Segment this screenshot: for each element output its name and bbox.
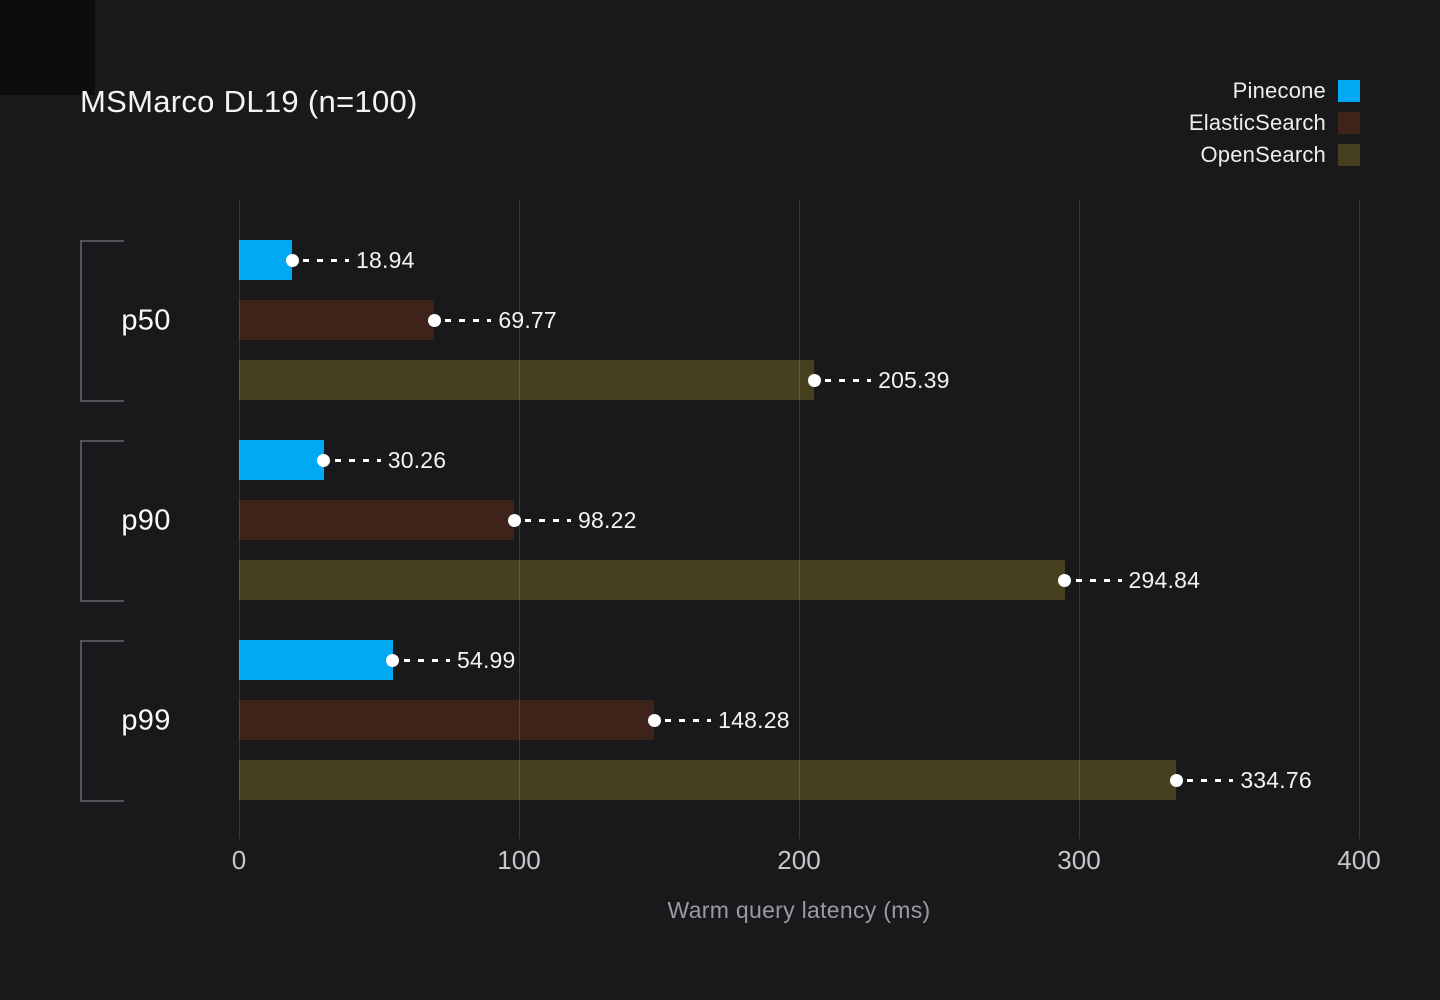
bar-end-dot — [507, 513, 521, 527]
legend-item-opensearch: OpenSearch — [1189, 144, 1360, 166]
bar-p90-opensearch — [239, 560, 1065, 600]
legend-label-pinecone: Pinecone — [1232, 78, 1326, 103]
group-bracket-p90 — [80, 440, 124, 602]
bar-value-label: 148.28 — [718, 707, 790, 733]
legend-label-opensearch: OpenSearch — [1200, 142, 1326, 167]
leader-line — [445, 318, 492, 322]
corner-square — [0, 0, 95, 95]
leader-line — [525, 518, 572, 522]
leader-line — [665, 718, 712, 722]
bar-p99-elasticsearch — [239, 700, 655, 740]
bar-end-dot — [285, 253, 299, 267]
bar-value-label: 30.26 — [387, 447, 447, 473]
legend-label-elasticsearch: ElasticSearch — [1188, 110, 1326, 135]
bar-end-dot — [807, 373, 821, 387]
bar-value-label: 18.94 — [356, 247, 415, 273]
x-tick-label-100: 100 — [497, 845, 541, 875]
leader-line — [825, 378, 872, 382]
chart-title: MSMarco DL19 (n=100) — [80, 84, 418, 119]
gridline-400 — [1358, 200, 1360, 839]
x-tick-label-300: 300 — [1057, 845, 1101, 875]
bar-p99-pinecone — [239, 640, 393, 680]
legend-swatch-elasticsearch — [1338, 112, 1360, 134]
bar-value-label: 54.99 — [456, 647, 516, 673]
bar-value-label: 294.84 — [1128, 567, 1201, 593]
leader-line — [1075, 578, 1122, 582]
bar-end-dot — [647, 713, 661, 727]
bar-value-label: 69.77 — [498, 307, 557, 333]
group-label-p99: p99 — [121, 704, 171, 737]
gridline-200 — [798, 200, 800, 839]
x-tick-label-0: 0 — [231, 845, 247, 875]
x-axis-label: Warm query latency (ms) — [667, 897, 931, 923]
group-bracket-p99 — [80, 640, 124, 802]
group-label-p50: p50 — [121, 304, 171, 337]
bar-value-label: 98.22 — [578, 507, 637, 533]
bar-p50-opensearch — [239, 360, 815, 400]
leader-line — [403, 658, 450, 662]
gridline-300 — [1078, 200, 1080, 839]
legend-item-pinecone: Pinecone — [1189, 80, 1360, 102]
bar-value-label: 205.39 — [878, 367, 950, 393]
gridline-0 — [238, 200, 240, 839]
legend-item-elasticsearch: ElasticSearch — [1189, 112, 1360, 134]
bar-p50-pinecone — [239, 240, 293, 280]
leader-line — [1187, 778, 1234, 782]
leader-line — [334, 458, 381, 462]
group-bracket-p50 — [80, 240, 124, 402]
leader-line — [303, 258, 350, 262]
x-tick-label-200: 200 — [777, 845, 821, 875]
bar-end-dot — [1058, 573, 1072, 587]
legend: Pinecone ElasticSearch OpenSearch — [1189, 80, 1360, 166]
bar-end-dot — [386, 653, 400, 667]
bar-value-label: 334.76 — [1240, 767, 1312, 793]
bar-end-dot — [1169, 773, 1183, 787]
group-label-p90: p90 — [121, 504, 171, 537]
bar-end-dot — [317, 453, 331, 467]
legend-swatch-pinecone — [1338, 80, 1360, 102]
legend-swatch-opensearch — [1338, 144, 1360, 166]
bar-p50-elasticsearch — [239, 300, 435, 340]
bar-p90-elasticsearch — [239, 500, 515, 540]
x-tick-label-400: 400 — [1337, 845, 1381, 875]
bar-p99-opensearch — [239, 760, 1177, 800]
bar-p90-pinecone — [239, 440, 324, 480]
bar-end-dot — [427, 313, 441, 327]
